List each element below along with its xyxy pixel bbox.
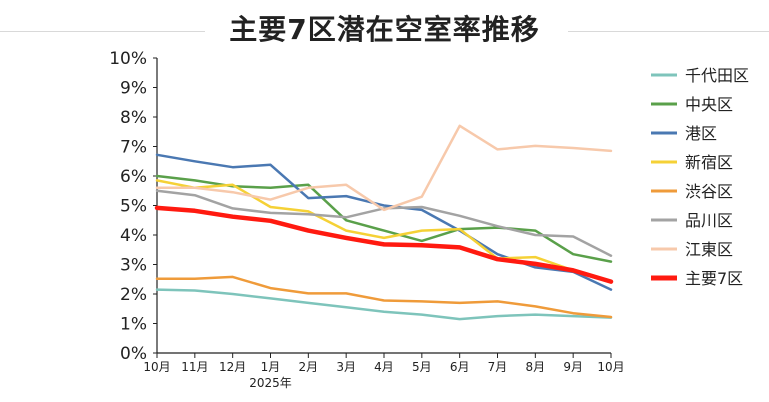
x-tick-label: 8月 xyxy=(526,360,546,374)
title-divider-right xyxy=(568,31,769,32)
series-line-1 xyxy=(155,174,613,263)
x-tick-label: 11月 xyxy=(181,360,208,374)
x-tick-label: 12月 xyxy=(219,360,246,374)
x-tick-label: 3月 xyxy=(336,360,356,374)
legend-label: 新宿区 xyxy=(685,153,733,172)
x-tick-label: 5月 xyxy=(412,360,432,374)
series-line-0 xyxy=(155,288,613,321)
series-line-6 xyxy=(155,124,613,212)
y-tick-label: 7% xyxy=(120,138,147,158)
chart-title: 主要7区潜在空室率推移 xyxy=(215,8,554,48)
x-tick-label: 1月 xyxy=(261,360,281,374)
x-tick-label: 9月 xyxy=(563,360,583,374)
x-tick-label: 10月 xyxy=(143,360,170,374)
x-tick-label: 4月 xyxy=(374,360,394,374)
x-tick-label: 2月 xyxy=(299,360,319,374)
legend-label: 品川区 xyxy=(685,211,733,230)
legend-label: 中央区 xyxy=(685,95,733,114)
year-label: 2025年 xyxy=(249,376,292,390)
y-tick-label: 1% xyxy=(120,315,147,335)
chart-title-wrap: 主要7区潜在空室率推移 xyxy=(0,8,769,48)
y-tick-label: 5% xyxy=(120,197,147,217)
series-line-3 xyxy=(155,179,613,284)
y-tick-label: 8% xyxy=(120,108,147,128)
y-tick-label: 4% xyxy=(120,226,147,246)
legend-label: 千代田区 xyxy=(685,66,749,85)
x-tick-label: 7月 xyxy=(488,360,508,374)
legend-label: 渋谷区 xyxy=(685,182,733,201)
series-layer xyxy=(154,124,614,321)
y-tick-label: 9% xyxy=(120,79,147,99)
legend-label: 江東区 xyxy=(685,240,733,259)
legend-label: 港区 xyxy=(685,124,717,143)
x-tick-label: 10月 xyxy=(597,360,624,374)
series-line-7 xyxy=(154,205,614,284)
y-tick-label: 3% xyxy=(120,256,147,276)
y-tick-label: 0% xyxy=(120,344,147,364)
x-tick-label: 6月 xyxy=(450,360,470,374)
y-tick-label: 6% xyxy=(120,167,147,187)
series-line-2 xyxy=(155,153,613,291)
title-divider-left xyxy=(0,31,205,32)
y-tick-label: 2% xyxy=(120,285,147,305)
legend-label: 主要7区 xyxy=(685,269,743,288)
y-tick-label: 10% xyxy=(109,49,147,69)
series-line-4 xyxy=(155,275,613,319)
axes: 0% 1% 2% 3% 4% 5% 6% 7% 8% 9% 10% 10月 11月 12月 1月 2月 3月 4月… xyxy=(109,49,624,390)
